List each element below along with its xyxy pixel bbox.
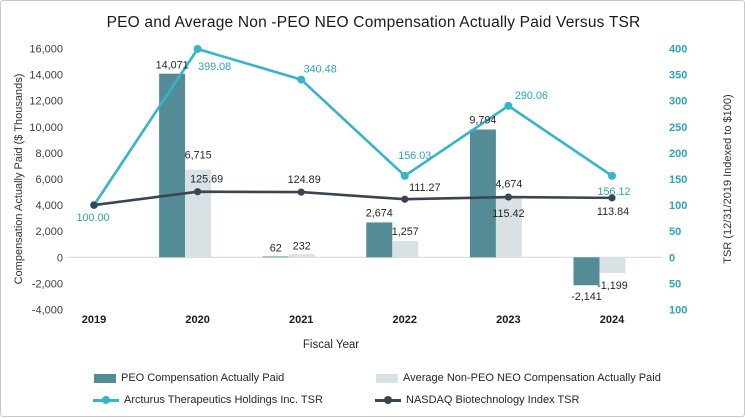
line-data-label: 100.00 bbox=[76, 212, 109, 224]
left-axis-tick: 4,000 bbox=[35, 200, 63, 212]
left-axis-title: Compensation Actually Paid ($ Thousands) bbox=[13, 73, 25, 285]
left-axis-tick: -4,000 bbox=[32, 305, 63, 317]
right-axis-tick: 250 bbox=[669, 122, 687, 134]
right-axis-tick: 400 bbox=[669, 44, 687, 56]
right-axis-tick: 150 bbox=[669, 174, 687, 186]
line-data-label: 115.42 bbox=[492, 208, 524, 220]
bar-data-label: 9,794 bbox=[469, 114, 496, 126]
legend-swatch-peo bbox=[94, 373, 116, 383]
bar-peo bbox=[469, 129, 496, 258]
x-axis-title: Fiscal Year bbox=[302, 339, 360, 351]
right-axis-tick: 50 bbox=[669, 226, 681, 238]
bar-nonpeo bbox=[495, 196, 522, 258]
line-data-label: 340.48 bbox=[304, 64, 337, 76]
chart-title: PEO and Average Non -PEO NEO Compensatio… bbox=[106, 14, 641, 31]
marker-nasdaq-icon bbox=[194, 188, 202, 196]
marker-nasdaq-icon bbox=[297, 188, 305, 196]
line-data-label: 111.27 bbox=[409, 182, 440, 194]
left-axis-tick: 12,000 bbox=[29, 96, 63, 108]
legend-label-nonpeo: Average Non-PEO NEO Compensation Actuall… bbox=[403, 372, 661, 384]
marker-nasdaq-icon bbox=[504, 193, 512, 201]
legend-label-nasdaq: NASDAQ Biotechnology Index TSR bbox=[406, 394, 580, 406]
legend-item-nasdaq: NASDAQ Biotechnology Index TSR bbox=[375, 393, 579, 407]
marker-arcturus-icon bbox=[504, 101, 513, 110]
legend-item-nonpeo: Average Non-PEO NEO Compensation Actuall… bbox=[376, 371, 661, 385]
x-axis-tick: 2021 bbox=[289, 314, 313, 326]
marker-nasdaq-icon bbox=[608, 194, 616, 202]
left-axis-tick: -2,000 bbox=[32, 278, 63, 290]
bar-nonpeo bbox=[392, 240, 419, 258]
bar-data-label: -2,141 bbox=[571, 291, 602, 303]
bar-nonpeo bbox=[185, 169, 212, 258]
legend-label-peo: PEO Compensation Actually Paid bbox=[121, 372, 285, 384]
line-data-label: 124.89 bbox=[288, 174, 321, 186]
line-data-label: 156.12 bbox=[597, 186, 630, 198]
legend-marker-nasdaq-icon bbox=[384, 395, 392, 404]
line-arcturus-tsr bbox=[92, 47, 613, 206]
bar-data-label: 1,257 bbox=[392, 226, 419, 238]
x-axis-tick: 2024 bbox=[600, 314, 625, 326]
line-data-label: 125.69 bbox=[190, 174, 223, 186]
bar-data-label: -1,199 bbox=[597, 280, 628, 292]
bar-peo bbox=[573, 257, 600, 286]
x-axis-tick: 2020 bbox=[185, 314, 209, 326]
marker-arcturus-icon bbox=[193, 44, 202, 53]
marker-nasdaq-icon bbox=[90, 201, 98, 209]
line-data-label: 113.84 bbox=[597, 206, 629, 218]
legend-item-arcturus: Arcturus Therapeutics Holdings Inc. TSR bbox=[93, 393, 323, 407]
bar-data-label: 2,674 bbox=[366, 207, 393, 219]
x-axis-tick: 2023 bbox=[496, 314, 520, 326]
left-axis-tick: 0 bbox=[57, 252, 63, 264]
left-axis-tick: 14,000 bbox=[29, 70, 63, 82]
right-axis-title: TSR (12/31/2019 Indexed to $100) bbox=[722, 94, 734, 264]
left-axis-tick: 16,000 bbox=[29, 44, 63, 56]
right-axis-tick: 350 bbox=[669, 70, 687, 82]
marker-arcturus-icon bbox=[297, 75, 306, 84]
marker-arcturus-icon bbox=[400, 171, 409, 180]
bar-peo bbox=[262, 256, 289, 258]
bar-nonpeo bbox=[288, 254, 315, 258]
x-axis-tick: 2022 bbox=[393, 314, 417, 326]
left-axis-tick: 8,000 bbox=[35, 148, 63, 160]
marker-arcturus-icon bbox=[608, 171, 616, 180]
right-axis-tick: 300 bbox=[669, 96, 687, 108]
bar-data-label: 6,715 bbox=[185, 150, 212, 162]
line-data-label: 399.08 bbox=[198, 61, 231, 73]
legend-swatch-nonpeo bbox=[376, 373, 398, 383]
line-data-label: 290.06 bbox=[515, 90, 548, 102]
right-axis-tick: 200 bbox=[669, 148, 687, 160]
right-axis-tick: 100 bbox=[669, 200, 687, 212]
bar-nonpeo bbox=[599, 257, 626, 273]
right-axis-tick: 50 bbox=[669, 278, 681, 290]
left-axis-tick: 10,000 bbox=[29, 122, 63, 134]
line-data-label: 156.03 bbox=[398, 150, 431, 162]
bar-peo bbox=[366, 222, 393, 258]
bar-data-label: 232 bbox=[293, 240, 311, 252]
left-axis-tick: 6,000 bbox=[35, 174, 63, 186]
bar-data-label: 62 bbox=[270, 242, 282, 254]
legend-swatch-arcturus-line bbox=[93, 395, 119, 404]
x-axis-tick: 2019 bbox=[82, 314, 106, 326]
bar-data-label: 14,071 bbox=[156, 60, 189, 72]
marker-nasdaq-icon bbox=[401, 195, 409, 203]
legend-label-arcturus: Arcturus Therapeutics Holdings Inc. TSR bbox=[124, 394, 323, 406]
legend-marker-arcturus-icon bbox=[102, 395, 110, 404]
line-nasdaq-tsr bbox=[93, 190, 613, 207]
right-axis-tick: 100 bbox=[669, 305, 687, 317]
left-axis-tick: 2,000 bbox=[35, 226, 63, 238]
legend-item-peo: PEO Compensation Actually Paid bbox=[94, 371, 284, 385]
bar-data-label: 4,674 bbox=[495, 178, 522, 190]
legend-swatch-nasdaq-line bbox=[375, 395, 401, 404]
right-axis-tick: 0 bbox=[669, 252, 675, 264]
bar-peo bbox=[159, 73, 186, 258]
